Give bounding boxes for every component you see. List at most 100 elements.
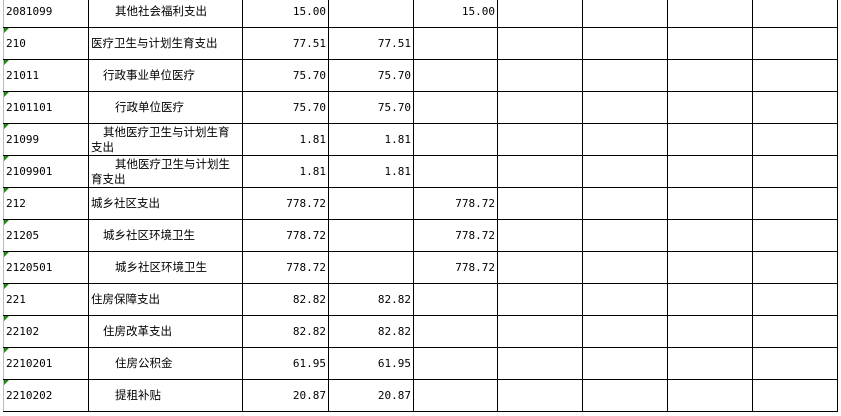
empty-cell[interactable] [752, 0, 838, 28]
empty-cell[interactable] [752, 187, 838, 220]
basic-expense-cell[interactable]: 75.70 [328, 91, 414, 124]
empty-cell[interactable] [497, 187, 583, 220]
empty-cell[interactable] [582, 155, 668, 188]
empty-cell[interactable] [667, 379, 753, 412]
project-expense-cell[interactable] [413, 91, 498, 124]
empty-cell[interactable] [752, 219, 838, 252]
empty-cell[interactable] [497, 251, 583, 284]
name-cell[interactable]: 住房保障支出 [88, 283, 243, 316]
code-cell[interactable]: 21205 [3, 219, 89, 252]
total-cell[interactable]: 75.70 [242, 59, 329, 92]
basic-expense-cell[interactable] [328, 219, 414, 252]
empty-cell[interactable] [752, 27, 838, 60]
name-cell[interactable]: 城乡社区环境卫生 [88, 219, 243, 252]
project-expense-cell[interactable]: 15.00 [413, 0, 498, 28]
basic-expense-cell[interactable]: 77.51 [328, 27, 414, 60]
total-cell[interactable]: 77.51 [242, 27, 329, 60]
name-cell[interactable]: 其他社会福利支出 [88, 0, 243, 28]
empty-cell[interactable] [497, 347, 583, 380]
empty-cell[interactable] [582, 283, 668, 316]
basic-expense-cell[interactable]: 20.87 [328, 379, 414, 412]
project-expense-cell[interactable] [413, 155, 498, 188]
empty-cell[interactable] [752, 59, 838, 92]
empty-cell[interactable] [667, 0, 753, 28]
empty-cell[interactable] [752, 91, 838, 124]
empty-cell[interactable] [667, 347, 753, 380]
total-cell[interactable]: 75.70 [242, 91, 329, 124]
code-cell[interactable]: 212 [3, 187, 89, 220]
empty-cell[interactable] [582, 219, 668, 252]
project-expense-cell[interactable] [413, 315, 498, 348]
empty-cell[interactable] [752, 347, 838, 380]
basic-expense-cell[interactable]: 61.95 [328, 347, 414, 380]
empty-cell[interactable] [582, 315, 668, 348]
total-cell[interactable]: 778.72 [242, 251, 329, 284]
project-expense-cell[interactable] [413, 123, 498, 156]
project-expense-cell[interactable] [413, 27, 498, 60]
name-cell[interactable]: 住房改革支出 [88, 315, 243, 348]
name-cell[interactable]: 行政单位医疗 [88, 91, 243, 124]
empty-cell[interactable] [582, 123, 668, 156]
code-cell[interactable]: 21011 [3, 59, 89, 92]
empty-cell[interactable] [497, 27, 583, 60]
empty-cell[interactable] [752, 315, 838, 348]
empty-cell[interactable] [497, 283, 583, 316]
project-expense-cell[interactable] [413, 379, 498, 412]
empty-cell[interactable] [497, 91, 583, 124]
empty-cell[interactable] [667, 123, 753, 156]
basic-expense-cell[interactable] [328, 0, 414, 28]
empty-cell[interactable] [667, 251, 753, 284]
basic-expense-cell[interactable]: 1.81 [328, 155, 414, 188]
empty-cell[interactable] [582, 59, 668, 92]
total-cell[interactable]: 778.72 [242, 219, 329, 252]
empty-cell[interactable] [667, 315, 753, 348]
empty-cell[interactable] [667, 27, 753, 60]
code-cell[interactable]: 2210202 [3, 379, 89, 412]
empty-cell[interactable] [497, 155, 583, 188]
empty-cell[interactable] [497, 219, 583, 252]
name-cell[interactable]: 其他医疗卫生与计划生育支出 [88, 123, 243, 156]
project-expense-cell[interactable] [413, 347, 498, 380]
basic-expense-cell[interactable]: 82.82 [328, 283, 414, 316]
empty-cell[interactable] [497, 59, 583, 92]
total-cell[interactable]: 82.82 [242, 283, 329, 316]
empty-cell[interactable] [497, 379, 583, 412]
empty-cell[interactable] [582, 0, 668, 28]
basic-expense-cell[interactable] [328, 187, 414, 220]
empty-cell[interactable] [582, 251, 668, 284]
code-cell[interactable]: 221 [3, 283, 89, 316]
total-cell[interactable]: 778.72 [242, 187, 329, 220]
name-cell[interactable]: 其他医疗卫生与计划生育支出 [88, 155, 243, 188]
code-cell[interactable]: 2101101 [3, 91, 89, 124]
empty-cell[interactable] [752, 251, 838, 284]
project-expense-cell[interactable] [413, 283, 498, 316]
empty-cell[interactable] [582, 379, 668, 412]
name-cell[interactable]: 行政事业单位医疗 [88, 59, 243, 92]
empty-cell[interactable] [667, 219, 753, 252]
code-cell[interactable]: 2210201 [3, 347, 89, 380]
empty-cell[interactable] [752, 123, 838, 156]
empty-cell[interactable] [667, 91, 753, 124]
empty-cell[interactable] [582, 27, 668, 60]
empty-cell[interactable] [497, 123, 583, 156]
empty-cell[interactable] [752, 283, 838, 316]
empty-cell[interactable] [582, 91, 668, 124]
empty-cell[interactable] [667, 155, 753, 188]
empty-cell[interactable] [582, 347, 668, 380]
code-cell[interactable]: 210 [3, 27, 89, 60]
code-cell[interactable]: 2109901 [3, 155, 89, 188]
code-cell[interactable]: 2081099 [3, 0, 89, 28]
code-cell[interactable]: 2120501 [3, 251, 89, 284]
total-cell[interactable]: 1.81 [242, 155, 329, 188]
name-cell[interactable]: 住房公积金 [88, 347, 243, 380]
project-expense-cell[interactable] [413, 59, 498, 92]
project-expense-cell[interactable]: 778.72 [413, 219, 498, 252]
basic-expense-cell[interactable]: 1.81 [328, 123, 414, 156]
basic-expense-cell[interactable]: 75.70 [328, 59, 414, 92]
empty-cell[interactable] [667, 283, 753, 316]
name-cell[interactable]: 城乡社区支出 [88, 187, 243, 220]
empty-cell[interactable] [582, 187, 668, 220]
empty-cell[interactable] [497, 0, 583, 28]
basic-expense-cell[interactable] [328, 251, 414, 284]
total-cell[interactable]: 1.81 [242, 123, 329, 156]
